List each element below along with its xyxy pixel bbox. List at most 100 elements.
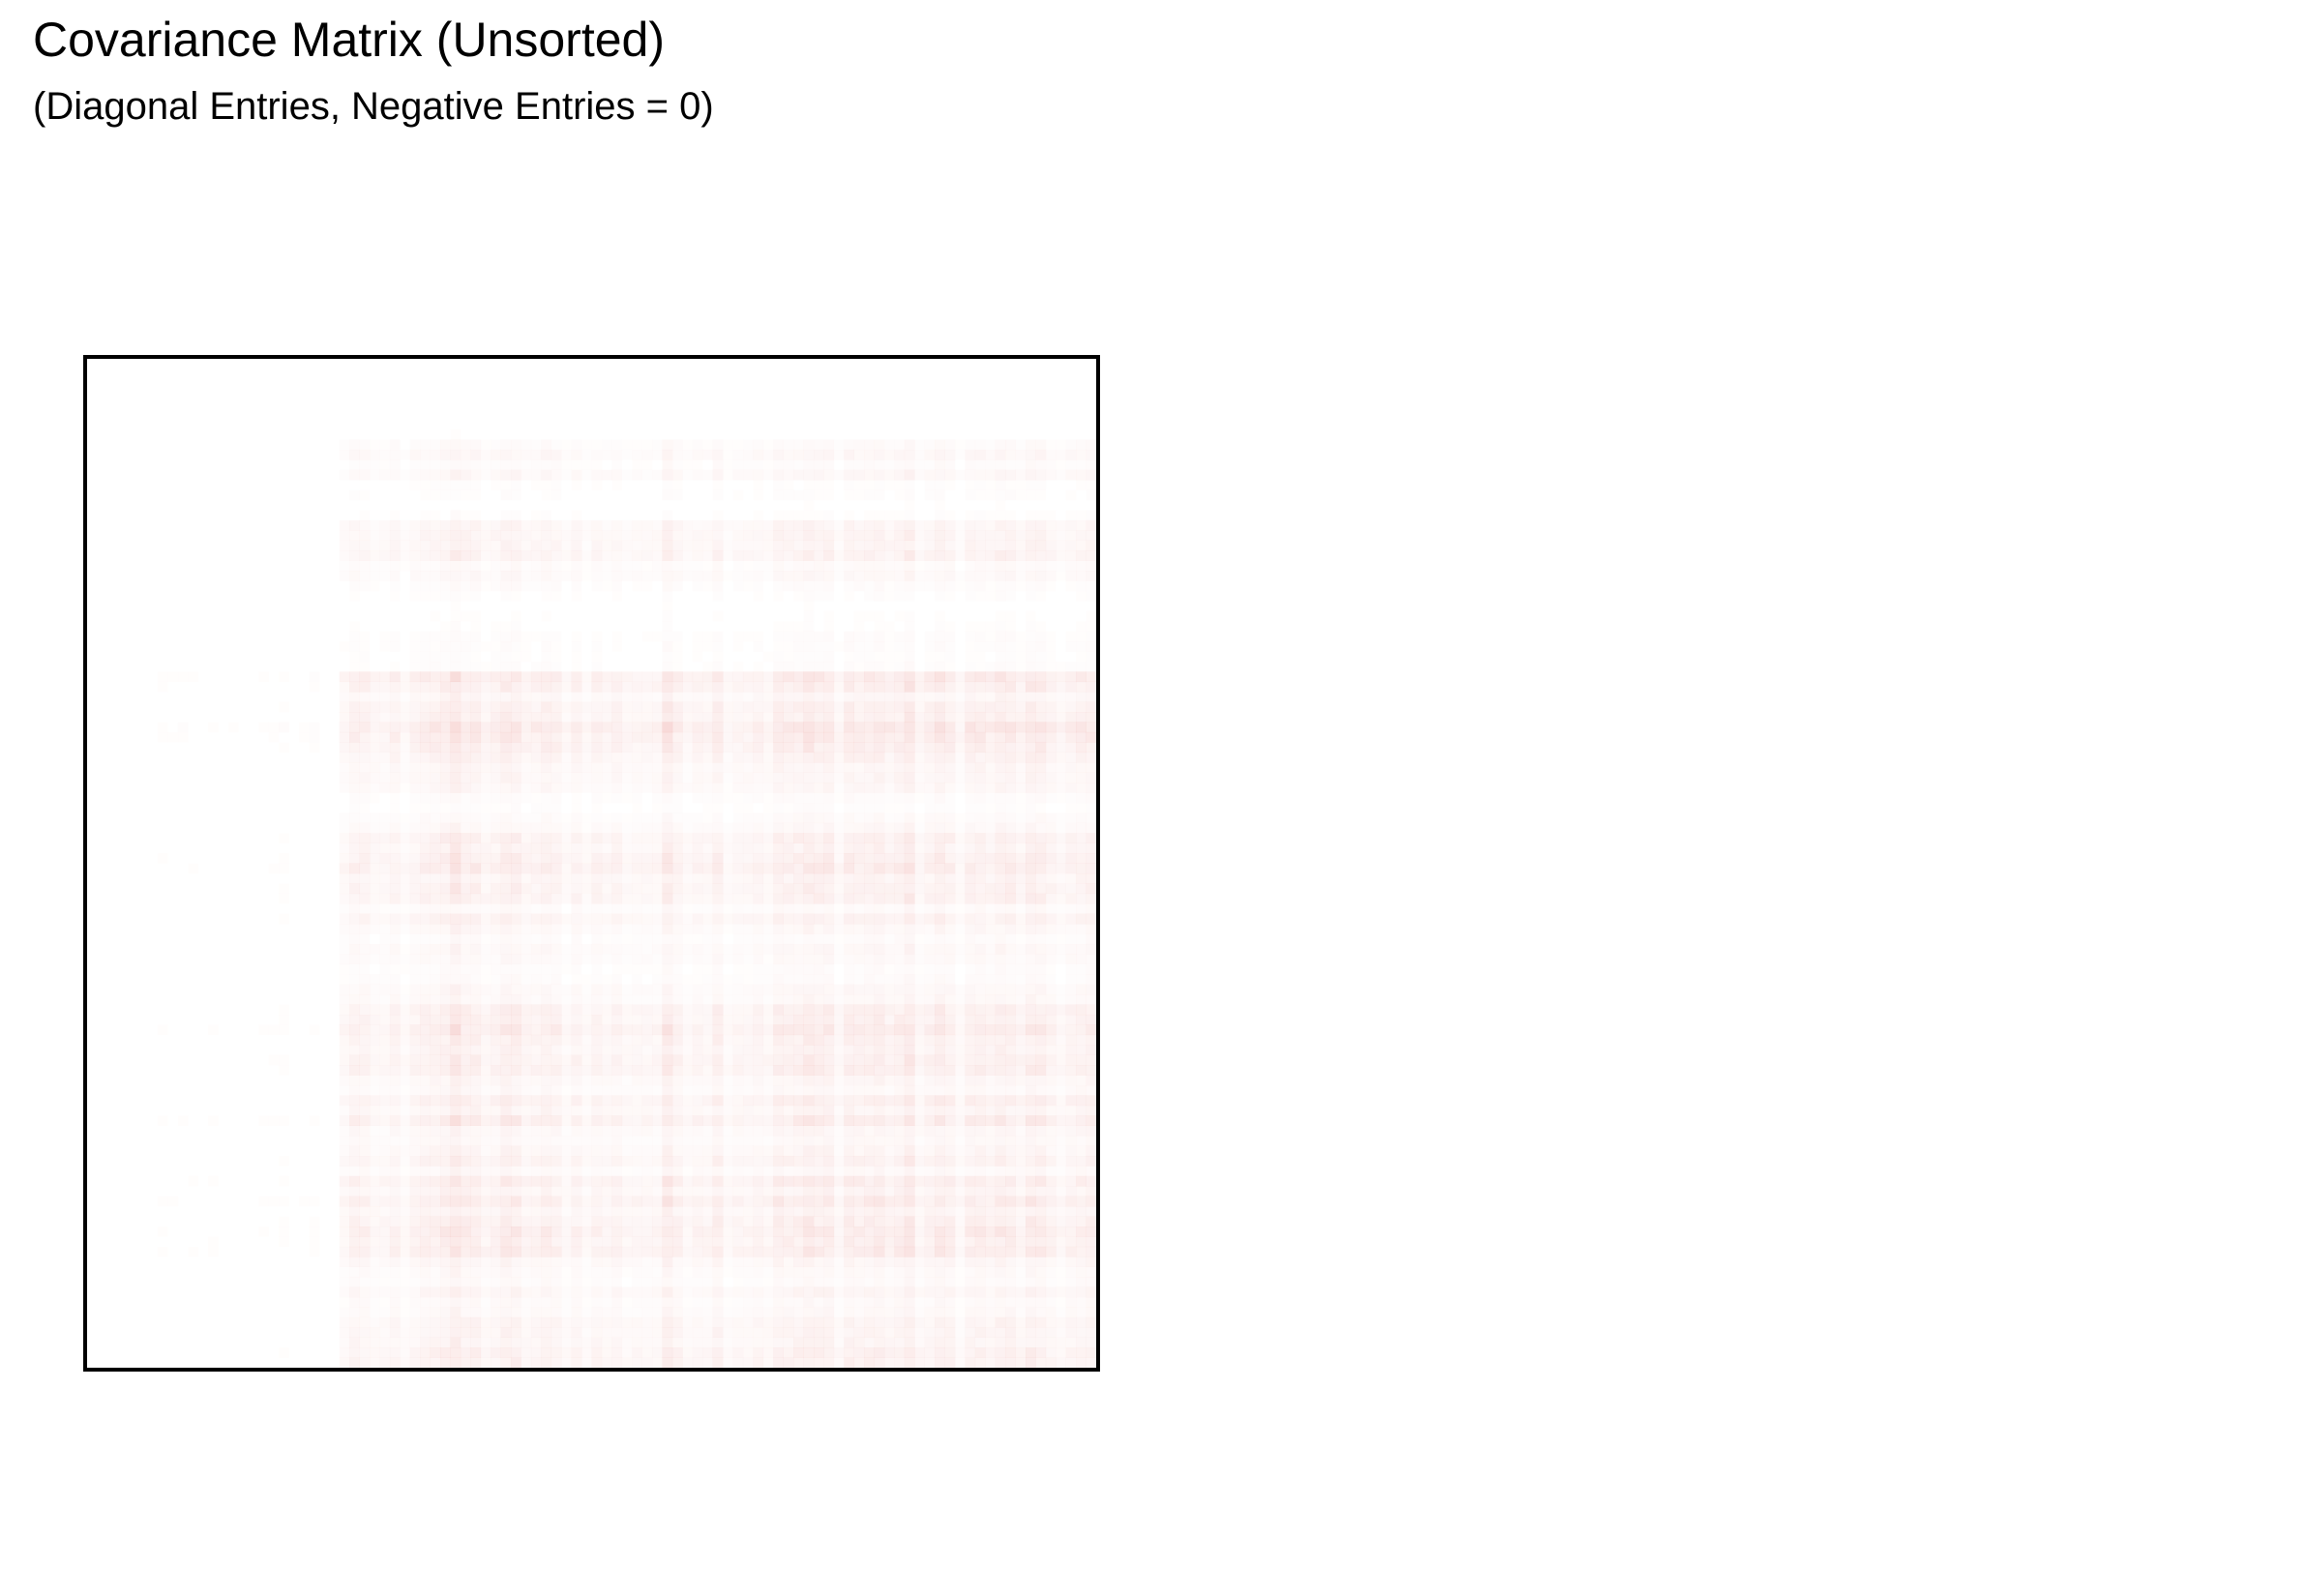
heatmap-cell: [783, 1125, 794, 1137]
heatmap-cell: [753, 561, 763, 572]
heatmap-cell: [1016, 470, 1027, 481]
heatmap-cell: [450, 762, 461, 773]
heatmap-cell: [834, 561, 845, 572]
heatmap-cell: [1056, 712, 1066, 723]
heatmap-cell: [784, 1146, 794, 1157]
heatmap-cell: [158, 853, 168, 864]
heatmap-cell: [360, 692, 371, 702]
heatmap-cell: [884, 1085, 895, 1096]
heatmap-cell: [742, 550, 754, 561]
heatmap-cell: [1065, 1155, 1077, 1167]
heatmap-cell: [784, 641, 794, 652]
heatmap-cell: [833, 722, 845, 733]
heatmap-cell: [340, 1055, 350, 1066]
heatmap-cell: [763, 450, 774, 460]
heatmap-cell: [874, 783, 885, 793]
heatmap-cell: [390, 470, 401, 481]
heatmap-cell: [359, 842, 371, 854]
heatmap-cell: [965, 1146, 975, 1157]
heatmap-cell: [1016, 954, 1027, 964]
heatmap-cell: [420, 480, 431, 490]
heatmap-cell: [864, 632, 875, 642]
heatmap-cell: [551, 1085, 562, 1096]
heatmap-cell: [491, 944, 501, 955]
heatmap-cell: [732, 1045, 744, 1055]
heatmap-cell: [985, 1136, 996, 1146]
heatmap-cell: [793, 1145, 804, 1157]
heatmap-cell: [622, 1156, 633, 1167]
heatmap-cell: [440, 731, 451, 743]
heatmap-cell: [349, 762, 360, 773]
heatmap-cell: [561, 944, 572, 955]
heatmap-cell: [379, 813, 390, 823]
heatmap-cell: [702, 1095, 713, 1107]
heatmap-cell: [1076, 1065, 1087, 1076]
heatmap-cell: [1016, 803, 1027, 813]
heatmap-cell: [622, 470, 633, 481]
heatmap-cell: [500, 1115, 512, 1126]
heatmap-cell: [511, 742, 521, 754]
heatmap-cell: [551, 1014, 562, 1025]
heatmap-cell: [682, 903, 693, 914]
heatmap-cell: [511, 1065, 521, 1076]
heatmap-cell: [803, 571, 815, 581]
heatmap-cell: [500, 1024, 512, 1036]
heatmap-cell: [985, 712, 996, 723]
heatmap-cell: [763, 762, 774, 773]
heatmap-cell: [743, 1136, 754, 1146]
heatmap-cell: [762, 671, 774, 683]
heatmap-cell: [1076, 1136, 1087, 1146]
heatmap-cell: [622, 541, 633, 551]
heatmap-cell: [844, 944, 854, 955]
heatmap-cell: [632, 954, 642, 964]
heatmap-cell: [712, 1054, 724, 1066]
heatmap-cell: [511, 632, 521, 642]
heatmap-cell: [925, 964, 936, 975]
heatmap-cell: [440, 651, 451, 662]
heatmap-cell: [379, 833, 391, 843]
heatmap-cell: [803, 469, 815, 481]
heatmap-cell: [874, 1095, 885, 1107]
heatmap-cell: [672, 450, 683, 460]
heatmap-cell: [1035, 752, 1047, 763]
heatmap-cell: [1046, 439, 1057, 450]
heatmap-cell: [844, 681, 854, 693]
heatmap-cell: [783, 1014, 794, 1025]
heatmap-cell: [905, 792, 915, 803]
heatmap-cell: [773, 1166, 784, 1177]
heatmap-cell: [531, 934, 542, 945]
heatmap-cell: [1087, 459, 1096, 470]
heatmap-cell: [470, 662, 481, 672]
heatmap-cell: [894, 863, 906, 874]
heatmap-cell: [491, 550, 501, 561]
heatmap-cell: [450, 459, 461, 470]
heatmap-cell: [460, 752, 471, 763]
heatmap-cell: [935, 964, 945, 975]
heatmap-cell: [379, 1035, 390, 1046]
heatmap-cell: [793, 1125, 804, 1137]
heatmap-cell: [783, 1155, 794, 1167]
heatmap-cell: [682, 530, 693, 541]
heatmap-cell: [450, 662, 461, 672]
heatmap-cell: [359, 1034, 371, 1046]
heatmap-cell: [702, 833, 713, 843]
heatmap-cell: [572, 470, 582, 481]
heatmap-cell: [1016, 773, 1027, 783]
heatmap-cell: [430, 863, 441, 874]
heatmap-cell: [813, 863, 824, 874]
heatmap-cell: [723, 530, 733, 541]
heatmap-cell: [753, 541, 763, 551]
heatmap-cell: [431, 510, 441, 520]
heatmap-cell: [581, 813, 592, 823]
heatmap-cell: [409, 1155, 421, 1167]
heatmap-cell: [793, 519, 804, 531]
heatmap-cell: [854, 944, 865, 955]
heatmap-cell: [723, 924, 733, 934]
heatmap-cell: [1056, 1156, 1066, 1167]
heatmap-cell: [390, 792, 401, 803]
heatmap-cell: [965, 985, 975, 995]
heatmap-cell: [521, 833, 531, 843]
heatmap-cell: [874, 1145, 885, 1157]
heatmap-cell: [581, 783, 592, 793]
heatmap-cell: [641, 752, 653, 763]
